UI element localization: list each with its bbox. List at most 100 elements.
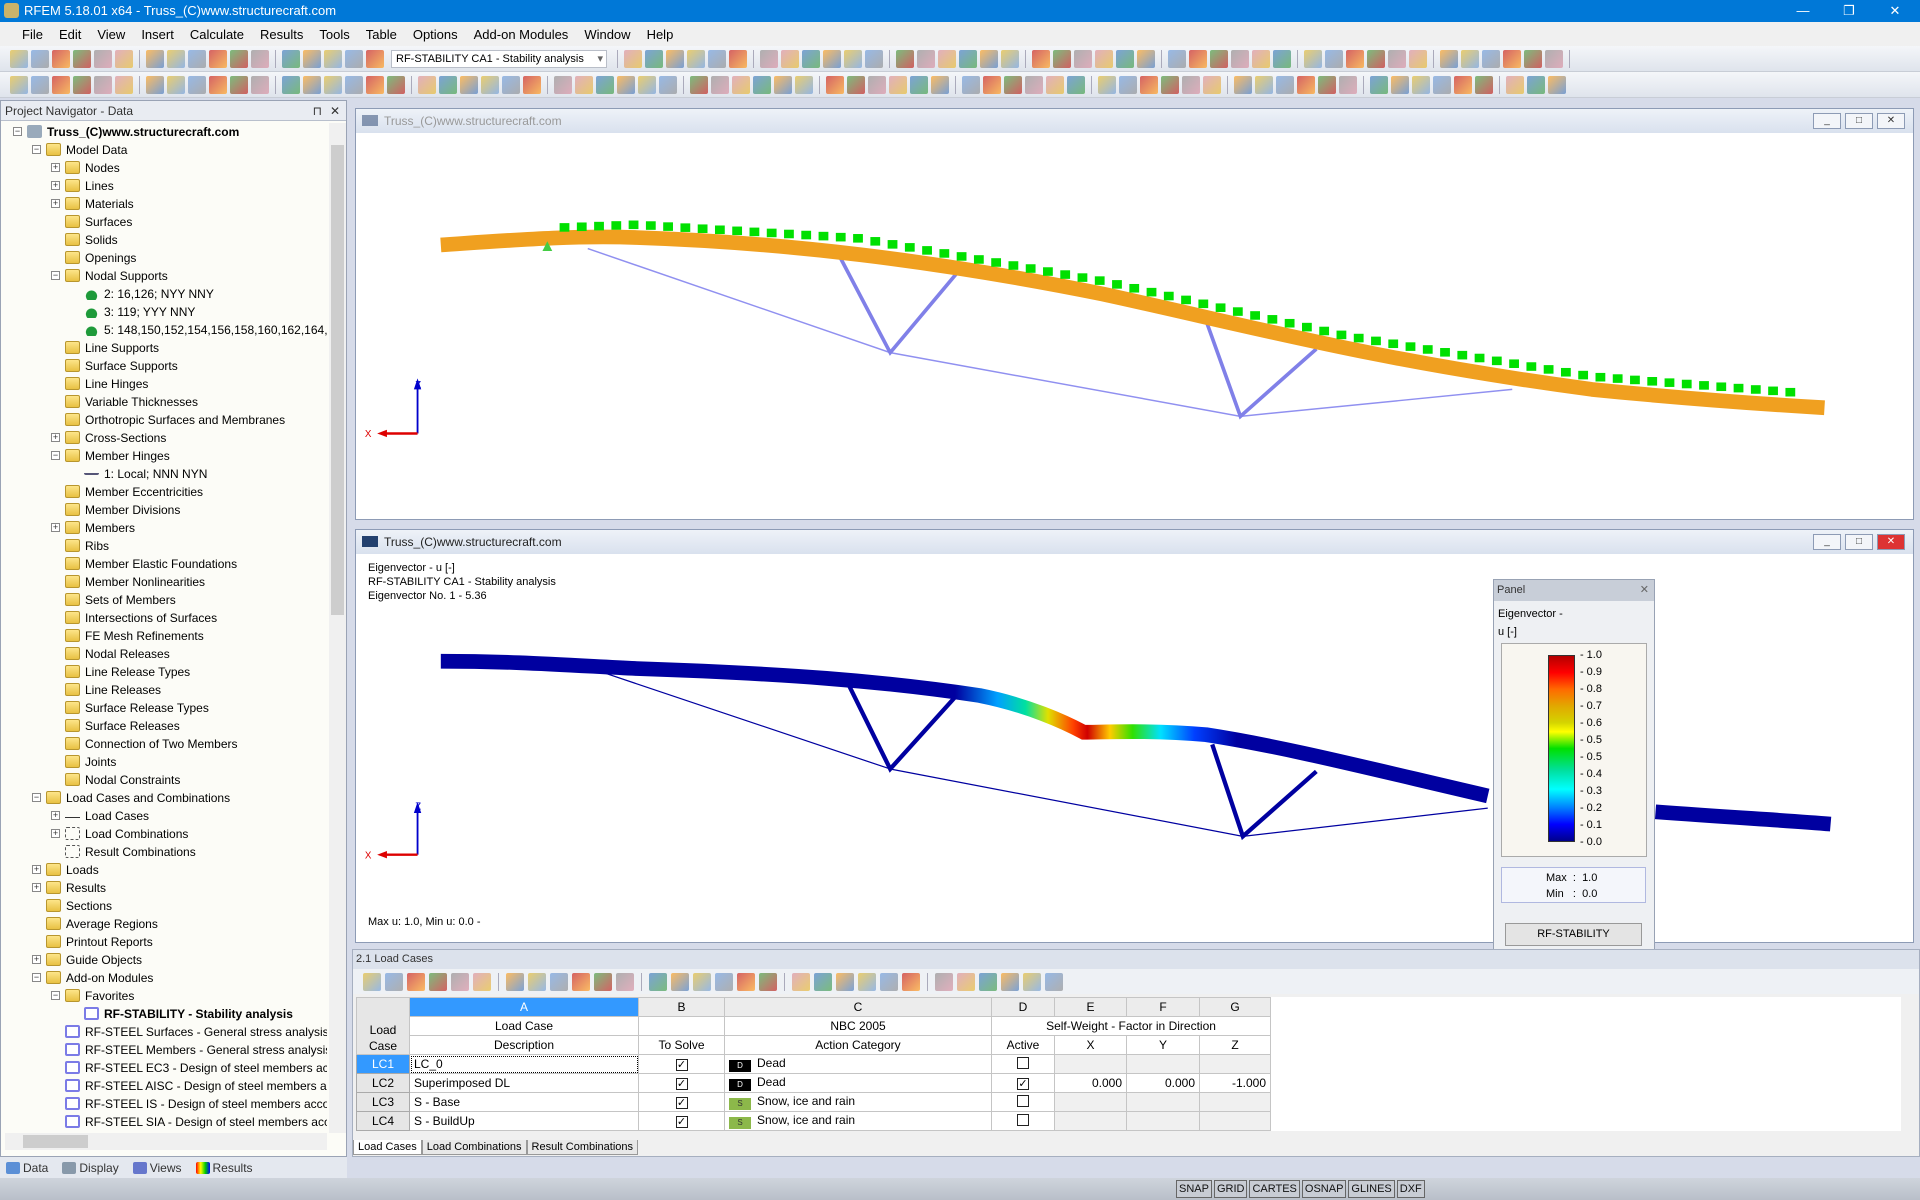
tree-item[interactable]: + Loads — [5, 861, 327, 879]
case-select-dropdown[interactable]: RF-STABILITY CA1 - Stability analysis — [391, 49, 607, 68]
tab-views[interactable]: Views — [132, 1161, 182, 1175]
to-solve-checkbox[interactable]: ✓ — [675, 1059, 688, 1071]
menu-help[interactable]: Help — [646, 26, 674, 42]
toolbar-button-icon[interactable] — [575, 75, 593, 94]
tree-item[interactable]: Surface Releases — [5, 717, 327, 735]
active-cell[interactable] — [991, 1054, 1055, 1074]
factor-z-cell[interactable] — [1199, 1092, 1271, 1112]
toolbar-button-icon[interactable] — [1304, 49, 1322, 68]
toolbar-button-icon[interactable] — [795, 75, 813, 94]
tree-item[interactable]: + Materials — [5, 195, 327, 213]
toolbar-button-icon[interactable] — [1231, 49, 1249, 68]
collapse-icon[interactable]: − — [51, 270, 60, 280]
tree-item[interactable]: Line Release Types — [5, 663, 327, 681]
description-cell[interactable]: S - Base — [409, 1092, 639, 1112]
toolbar-button-icon[interactable] — [1276, 75, 1294, 94]
toolbar-button-icon[interactable] — [209, 49, 227, 68]
collapse-icon[interactable]: − — [32, 972, 41, 982]
tree-item[interactable]: RF-STEEL SIA - Design of steel members a… — [5, 1113, 327, 1131]
row-header[interactable]: LC2 — [356, 1073, 410, 1093]
toolbar-button-icon[interactable] — [1023, 972, 1041, 991]
toolbar-button-icon[interactable] — [693, 972, 711, 991]
toolbar-button-icon[interactable] — [366, 49, 384, 68]
toolbar-button-icon[interactable] — [188, 75, 206, 94]
toolbar-button-icon[interactable] — [10, 49, 28, 68]
toolbar-button-icon[interactable] — [439, 75, 457, 94]
toolbar-button-icon[interactable] — [115, 49, 133, 68]
tree-item[interactable]: Ribs — [5, 537, 327, 555]
toolbar-button-icon[interactable] — [251, 49, 269, 68]
rf-stability-button[interactable]: RF-STABILITY — [1505, 923, 1642, 946]
toolbar-button-icon[interactable] — [880, 972, 898, 991]
toolbar-button-icon[interactable] — [1001, 972, 1019, 991]
menu-file[interactable]: File — [22, 26, 43, 42]
toolbar-button-icon[interactable] — [774, 75, 792, 94]
tree-item[interactable]: 1: Local; NNN NYN — [5, 465, 327, 483]
toolbar-button-icon[interactable] — [303, 49, 321, 68]
toolbar-button-icon[interactable] — [324, 49, 342, 68]
factor-x-cell[interactable] — [1054, 1092, 1127, 1112]
toolbar-button-icon[interactable] — [473, 972, 491, 991]
toolbar-button-icon[interactable] — [865, 49, 883, 68]
toolbar-button-icon[interactable] — [983, 75, 1001, 94]
tab-data[interactable]: Data — [6, 1161, 48, 1175]
toolbar-button-icon[interactable] — [814, 972, 832, 991]
tree-item[interactable]: Surfaces — [5, 213, 327, 231]
toolbar-button-icon[interactable] — [1548, 75, 1566, 94]
tree-item[interactable]: + Cross-Sections — [5, 429, 327, 447]
toolbar-button-icon[interactable] — [1203, 75, 1221, 94]
toolbar-button-icon[interactable] — [73, 49, 91, 68]
tree-item[interactable]: Joints — [5, 753, 327, 771]
toolbar-button-icon[interactable] — [282, 49, 300, 68]
tree-item[interactable]: Openings — [5, 249, 327, 267]
menu-options[interactable]: Options — [412, 26, 458, 42]
factor-z-cell[interactable]: -1.000 — [1199, 1073, 1271, 1093]
toolbar-button-icon[interactable] — [1182, 75, 1200, 94]
tree-item[interactable]: + Nodes — [5, 159, 327, 177]
toolbar-button-icon[interactable] — [1053, 49, 1071, 68]
status-grid[interactable]: GRID — [1213, 1180, 1248, 1198]
toolbar-button-icon[interactable] — [979, 972, 997, 991]
status-osnap[interactable]: OSNAP — [1301, 1180, 1347, 1198]
collapse-icon[interactable]: − — [51, 990, 60, 1000]
col-letter-b[interactable]: B — [638, 997, 725, 1017]
menu-insert[interactable]: Insert — [141, 26, 174, 42]
expand-icon[interactable]: + — [51, 162, 60, 172]
toolbar-button-icon[interactable] — [624, 49, 642, 68]
col-letter-f[interactable]: F — [1126, 997, 1200, 1017]
status-glines[interactable]: GLINES — [1348, 1180, 1395, 1198]
toolbar-button-icon[interactable] — [324, 75, 342, 94]
toolbar-button-icon[interactable] — [645, 49, 663, 68]
active-cell[interactable]: ✓ — [991, 1073, 1055, 1093]
toolbar-button-icon[interactable] — [1391, 75, 1409, 94]
toolbar-button-icon[interactable] — [1116, 49, 1134, 68]
menu-table[interactable]: Table — [365, 26, 397, 42]
factor-y-cell[interactable] — [1126, 1054, 1200, 1074]
factor-z-cell[interactable] — [1199, 1054, 1271, 1074]
toolbar-button-icon[interactable] — [188, 49, 206, 68]
toolbar-button-icon[interactable] — [910, 75, 928, 94]
toolbar-button-icon[interactable] — [345, 75, 363, 94]
toolbar-button-icon[interactable] — [385, 972, 403, 991]
toolbar-button-icon[interactable] — [1140, 75, 1158, 94]
toolbar-button-icon[interactable] — [167, 49, 185, 68]
menu-tools[interactable]: Tools — [319, 26, 350, 42]
to-solve-cell[interactable]: ✓ — [638, 1073, 725, 1093]
toolbar-button-icon[interactable] — [759, 972, 777, 991]
tree-item[interactable]: Member Elastic Foundations — [5, 555, 327, 573]
toolbar-button-icon[interactable] — [792, 972, 810, 991]
tree-item[interactable]: Printout Reports — [5, 933, 327, 951]
toolbar-button-icon[interactable] — [980, 49, 998, 68]
toolbar-button-icon[interactable] — [931, 75, 949, 94]
tree-item[interactable]: Member Nonlinearities — [5, 573, 327, 591]
tree-item[interactable]: Intersections of Surfaces — [5, 609, 327, 627]
toolbar-button-icon[interactable] — [666, 49, 684, 68]
toolbar-button-icon[interactable] — [659, 75, 677, 94]
navigator-horizontal-scrollbar[interactable] — [5, 1133, 327, 1150]
tree-item[interactable]: Average Regions — [5, 915, 327, 933]
description-cell[interactable]: Superimposed DL — [409, 1073, 639, 1093]
toolbar-button-icon[interactable] — [687, 49, 705, 68]
toolbar-button-icon[interactable] — [418, 75, 436, 94]
tree-item[interactable]: Sections — [5, 897, 327, 915]
view-minimize-button[interactable]: _ — [1813, 113, 1841, 129]
